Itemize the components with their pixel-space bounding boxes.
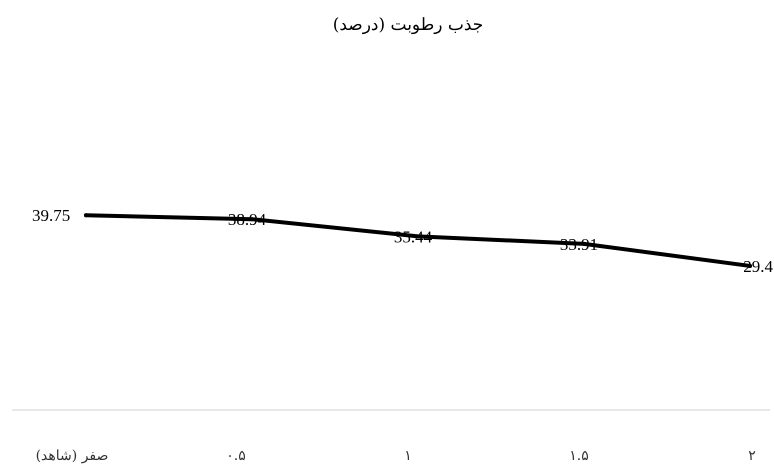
chart-title: جذب رطوبت (درصد): [333, 15, 484, 35]
data-label: 38.94: [228, 210, 267, 229]
x-tick-label: ۱: [404, 448, 412, 464]
x-tick-label: ۲: [748, 448, 756, 464]
data-point: [84, 213, 88, 218]
data-label: 33.91: [560, 235, 598, 254]
data-point: [416, 234, 420, 239]
data-label: 35.44: [394, 227, 433, 246]
x-tick-label: ۱.۵: [569, 448, 589, 464]
data-label: 29.4: [743, 257, 773, 276]
data-point: [250, 217, 254, 222]
data-label-layer: 39.75 38.94 35.44 33.91 29.4: [32, 206, 774, 276]
data-point: [582, 241, 586, 246]
data-label: 39.75: [32, 206, 70, 225]
x-tick-labels: صفر (شاهد) ۰.۵ ۱ ۱.۵ ۲: [36, 448, 756, 464]
data-point: [748, 263, 752, 268]
x-tick-label: ۰.۵: [226, 448, 246, 464]
series-line-layer: [84, 213, 752, 268]
x-tick-label: صفر (شاهد): [36, 448, 109, 464]
